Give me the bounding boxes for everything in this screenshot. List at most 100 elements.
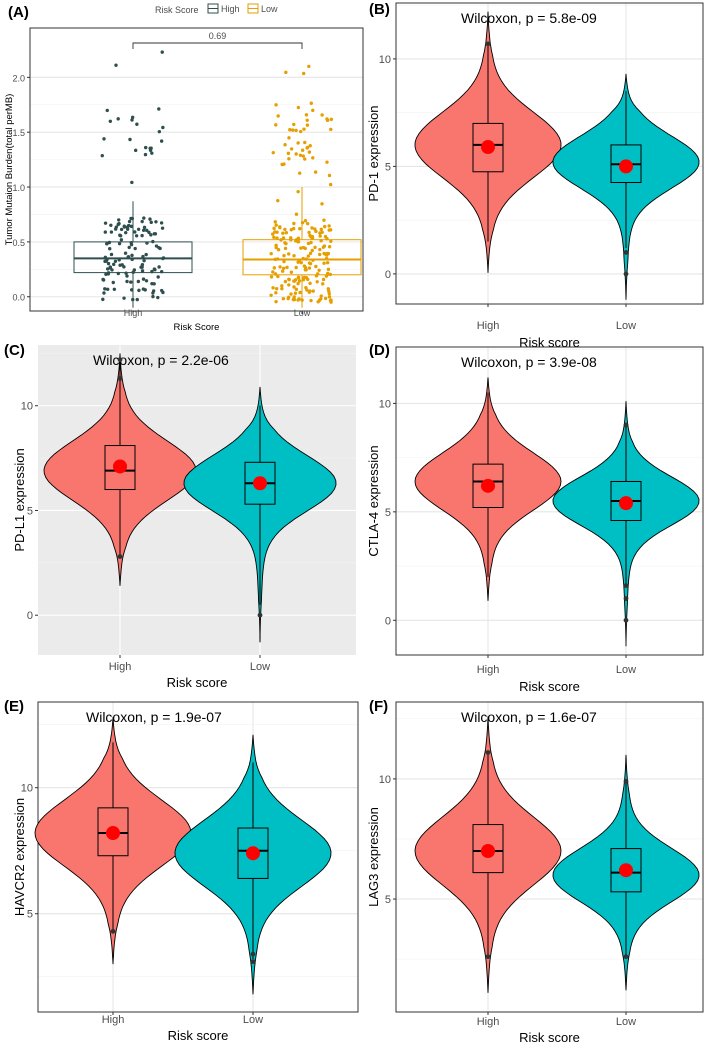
outlier-point bbox=[623, 583, 629, 588]
mean-point bbox=[481, 843, 495, 858]
y-tick-label: 0.5 bbox=[12, 238, 25, 248]
mean-point bbox=[113, 459, 127, 474]
jitter-point bbox=[144, 252, 148, 257]
jitter-point bbox=[128, 137, 132, 142]
jitter-point bbox=[289, 236, 293, 240]
x-tick-label: High bbox=[477, 1016, 500, 1028]
jitter-point bbox=[161, 125, 165, 130]
jitter-point bbox=[283, 246, 288, 251]
jitter-point bbox=[126, 223, 131, 228]
jitter-point bbox=[309, 240, 313, 245]
y-axis-title: PD-1 expression bbox=[366, 105, 381, 201]
mean-point bbox=[619, 496, 633, 511]
x-tick-label: High bbox=[124, 308, 143, 318]
wilcoxon-label: Wilcoxon, p = 2.2e-06 bbox=[93, 352, 229, 368]
jitter-point bbox=[149, 220, 153, 225]
jitter-point bbox=[276, 198, 280, 203]
x-tick-label: Low bbox=[243, 1014, 263, 1026]
jitter-point bbox=[151, 291, 155, 295]
y-tick-label: 0 bbox=[385, 615, 391, 627]
jitter-point bbox=[307, 266, 312, 270]
jitter-point bbox=[137, 288, 141, 293]
jitter-point bbox=[156, 275, 160, 279]
jitter-point bbox=[152, 267, 157, 271]
jitter-point bbox=[151, 239, 155, 244]
jitter-point bbox=[287, 283, 291, 287]
jitter-point bbox=[320, 113, 324, 117]
x-axis-title: Risk score bbox=[168, 1028, 229, 1042]
x-axis-title: Risk score bbox=[167, 675, 228, 690]
jitter-point bbox=[160, 288, 164, 293]
jitter-point bbox=[325, 251, 330, 256]
jitter-point bbox=[276, 114, 280, 118]
jitter-point bbox=[132, 268, 137, 272]
jitter-point bbox=[104, 259, 108, 263]
jitter-point bbox=[273, 220, 277, 224]
y-tick-label: 0 bbox=[27, 610, 33, 622]
panel-label: (E) bbox=[4, 698, 24, 715]
jitter-point bbox=[148, 148, 153, 153]
jitter-point bbox=[284, 70, 288, 75]
outlier-point bbox=[250, 951, 256, 957]
jitter-point bbox=[300, 221, 305, 225]
jitter-point bbox=[280, 287, 284, 291]
wilcoxon-label: Wilcoxon, p = 3.9e-08 bbox=[461, 354, 597, 370]
jitter-point bbox=[326, 272, 330, 276]
jitter-point bbox=[300, 298, 304, 302]
outlier-point bbox=[110, 928, 116, 934]
y-tick-label: 10 bbox=[21, 783, 33, 795]
jitter-point bbox=[325, 160, 329, 164]
outlier-point bbox=[250, 959, 256, 964]
x-tick-label: High bbox=[102, 1014, 125, 1026]
outlier-point bbox=[117, 554, 123, 559]
jitter-point bbox=[307, 230, 311, 235]
jitter-point bbox=[142, 216, 146, 220]
jitter-point bbox=[153, 232, 158, 236]
y-tick-label: 5 bbox=[385, 894, 391, 906]
jitter-point bbox=[309, 298, 313, 303]
jitter-point bbox=[301, 256, 305, 261]
jitter-point bbox=[327, 173, 332, 178]
jitter-point bbox=[308, 251, 313, 256]
wilcoxon-label: Wilcoxon, p = 1.6e-07 bbox=[461, 709, 597, 725]
jitter-point bbox=[313, 227, 317, 231]
jitter-point bbox=[118, 263, 122, 267]
jitter-point bbox=[279, 238, 283, 242]
jitter-point bbox=[114, 63, 118, 67]
jitter-point bbox=[113, 259, 118, 263]
jitter-point bbox=[152, 282, 156, 286]
outlier-point bbox=[257, 612, 263, 618]
jitter-point bbox=[101, 297, 105, 302]
jitter-point bbox=[105, 108, 109, 113]
jitter-point bbox=[317, 298, 322, 302]
panel-label: (F) bbox=[369, 698, 388, 715]
jitter-point bbox=[317, 268, 321, 272]
jitter-point bbox=[289, 147, 294, 151]
panel-frame bbox=[395, 346, 704, 656]
jitter-point bbox=[160, 50, 164, 54]
jitter-point bbox=[291, 128, 295, 132]
jitter-point bbox=[108, 266, 113, 270]
jitter-point bbox=[130, 257, 134, 262]
jitter-point bbox=[318, 247, 322, 252]
jitter-point bbox=[148, 217, 152, 221]
jitter-point bbox=[317, 252, 322, 257]
mean-point bbox=[481, 478, 495, 493]
jitter-point bbox=[269, 275, 274, 279]
jitter-point bbox=[324, 256, 329, 261]
outlier-point bbox=[485, 750, 491, 755]
jitter-point bbox=[157, 245, 161, 250]
jitter-point bbox=[143, 288, 147, 292]
jitter-point bbox=[125, 274, 129, 278]
jitter-point bbox=[327, 224, 331, 228]
x-tick-label: Low bbox=[294, 308, 311, 318]
jitter-point bbox=[274, 103, 278, 107]
jitter-point bbox=[141, 254, 145, 259]
y-tick-label: 2.0 bbox=[12, 73, 25, 83]
jitter-point bbox=[130, 288, 134, 292]
outlier-point bbox=[623, 422, 629, 428]
jitter-point bbox=[145, 228, 149, 233]
jitter-point bbox=[301, 154, 305, 158]
violin-low bbox=[174, 734, 332, 995]
